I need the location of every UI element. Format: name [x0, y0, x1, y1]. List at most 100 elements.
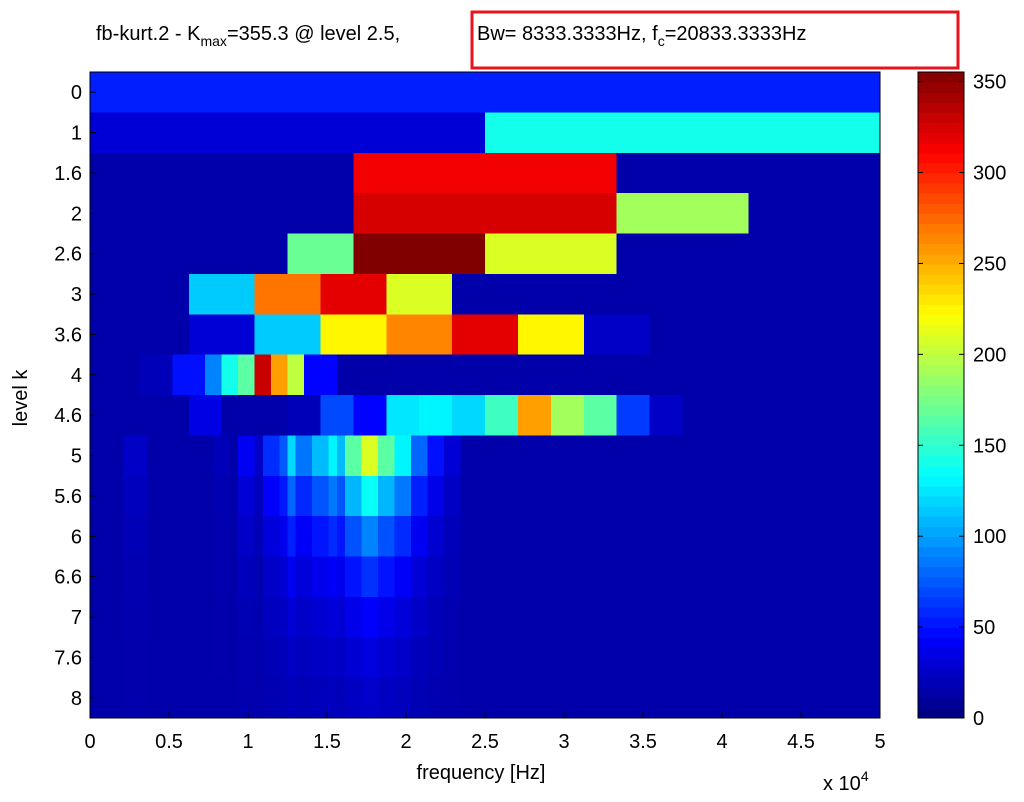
heatmap-cell: [509, 435, 519, 477]
title-kmax-value: =355.3 @ level 2.5,: [227, 23, 400, 45]
heatmap-cell: [419, 233, 486, 275]
heatmap-cell: [127, 677, 132, 719]
heatmap-cell: [818, 556, 823, 598]
x-tick-label: 3.5: [629, 731, 657, 753]
heatmap-cell: [316, 475, 322, 517]
heatmap-cell: [703, 475, 708, 517]
heatmap-cell: [526, 596, 531, 638]
heatmap-cell: [258, 677, 264, 719]
heatmap-cell: [287, 314, 322, 356]
heatmap-cell: [353, 435, 363, 477]
heatmap-cell: [176, 677, 182, 719]
y-tick-label: 3: [71, 284, 82, 306]
heatmap-cell: [641, 475, 647, 517]
heatmap-cell: [291, 677, 297, 719]
heatmap-cell: [571, 596, 577, 638]
heatmap-cell: [616, 233, 684, 275]
heatmap-cell: [735, 596, 741, 638]
heatmap-cell: [793, 475, 799, 517]
heatmap-cell: [443, 475, 449, 517]
heatmap-cell: [172, 475, 177, 517]
heatmap-cell: [715, 475, 721, 517]
heatmap-cell: [719, 637, 725, 679]
heatmap-cell: [591, 556, 597, 598]
heatmap-cell: [480, 596, 486, 638]
heatmap-cell: [744, 596, 749, 638]
heatmap-cell: [517, 556, 523, 598]
heatmap-cell: [172, 516, 177, 558]
heatmap-cell: [345, 637, 350, 679]
heatmap-cell: [719, 556, 725, 598]
heatmap-cell: [847, 556, 852, 598]
heatmap-cell: [517, 475, 523, 517]
heatmap-cell: [768, 596, 774, 638]
heatmap-cell: [629, 556, 634, 598]
heatmap-cell: [814, 475, 819, 517]
colorbar-swatch: [918, 667, 964, 679]
heatmap-cell: [447, 677, 453, 719]
heatmap-cell: [188, 637, 194, 679]
heatmap-cell: [781, 273, 815, 315]
heatmap-cell: [871, 556, 877, 598]
heatmap-cell: [719, 475, 725, 517]
x-axis-exponent: x 104: [823, 768, 869, 795]
heatmap-cell: [534, 475, 540, 517]
heatmap-cell: [719, 677, 725, 719]
heatmap-cell: [871, 596, 877, 638]
heatmap-cell: [509, 556, 515, 598]
heatmap-cell: [666, 637, 671, 679]
heatmap-cell: [559, 556, 564, 598]
heatmap-cell: [538, 637, 544, 679]
heatmap-cell: [871, 475, 877, 517]
heatmap-cell: [522, 596, 527, 638]
heatmap-cell: [633, 637, 638, 679]
heatmap-cell: [530, 475, 535, 517]
heatmap-cell: [666, 475, 671, 517]
heatmap-cell: [184, 475, 190, 517]
colorbar-swatch: [918, 253, 964, 265]
heatmap-cell: [670, 556, 675, 598]
heatmap-cell: [703, 637, 708, 679]
heatmap-cell: [497, 516, 503, 558]
heatmap-cell: [184, 556, 190, 598]
heatmap-cell: [147, 596, 153, 638]
heatmap-cell: [229, 677, 235, 719]
heatmap-cell: [690, 475, 696, 517]
heatmap-cell: [423, 596, 428, 638]
heatmap-cell: [781, 596, 786, 638]
heatmap-cell: [682, 395, 700, 436]
heatmap-cell: [378, 475, 383, 517]
heatmap-cell: [834, 556, 840, 598]
heatmap-cell: [164, 637, 169, 679]
heatmap-cell: [369, 637, 375, 679]
heatmap-cell: [209, 556, 215, 598]
heatmap-cell: [834, 475, 840, 517]
heatmap-cell: [258, 596, 264, 638]
heatmap-cell: [394, 516, 400, 558]
heatmap-cell: [600, 556, 605, 598]
heatmap-cell: [402, 395, 420, 436]
heatmap-cell: [357, 516, 363, 558]
heatmap-cell: [361, 516, 367, 558]
heatmap-cell: [698, 435, 708, 477]
heatmap-cell: [349, 596, 354, 638]
x-tick-label: 1: [242, 731, 253, 753]
heatmap-cell: [324, 516, 330, 558]
heatmap-cell: [826, 475, 832, 517]
colorbar-swatch: [918, 374, 964, 386]
heatmap-cell: [242, 677, 247, 719]
heatmap-cell: [485, 152, 618, 194]
heatmap-cell: [390, 556, 396, 598]
heatmap-cell: [591, 475, 597, 517]
heatmap-cell: [229, 435, 239, 477]
heatmap-cell: [443, 677, 449, 719]
heatmap-cell: [213, 435, 223, 477]
heatmap-cell: [703, 677, 708, 719]
heatmap-cell: [94, 637, 99, 679]
colorbar-swatch: [918, 617, 964, 628]
heatmap-cell: [94, 596, 99, 638]
colorbar-swatch: [918, 344, 964, 356]
heatmap-cell: [349, 516, 354, 558]
heatmap-cell: [213, 677, 219, 719]
heatmap-cell: [365, 677, 371, 719]
